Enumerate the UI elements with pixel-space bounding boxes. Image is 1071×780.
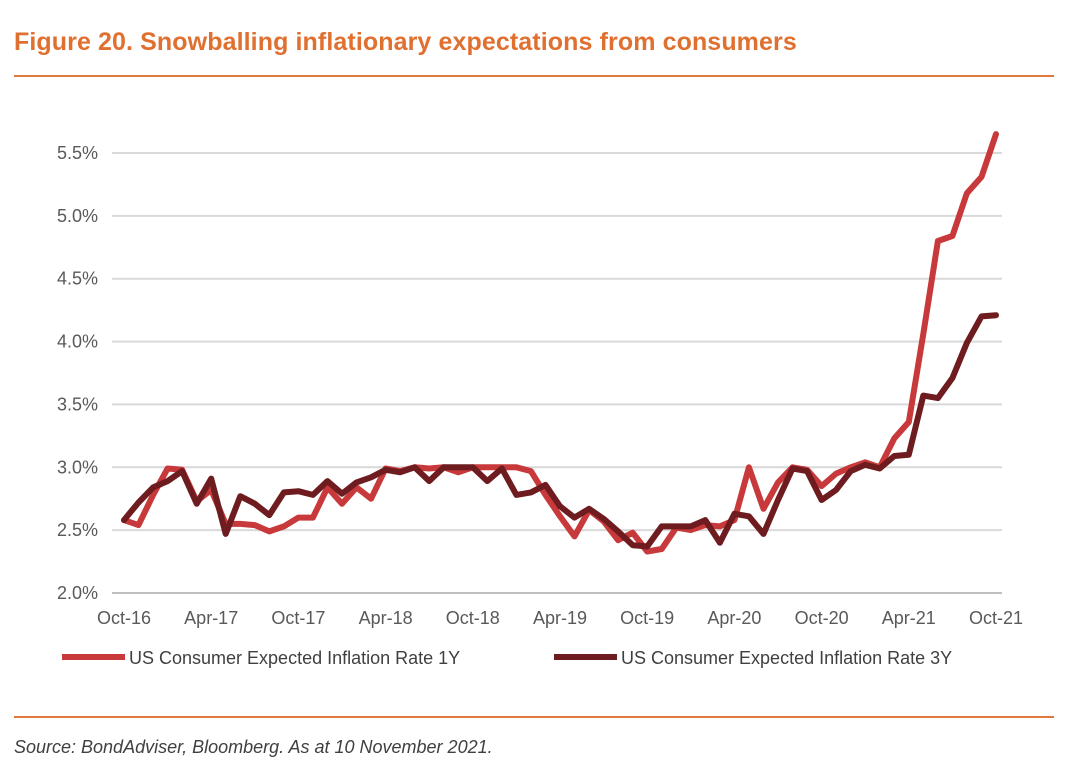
x-tick-label: Apr-17 (184, 608, 238, 628)
chart-legend: US Consumer Expected Inflation Rate 1Y US… (62, 648, 952, 668)
source-divider (14, 716, 1054, 718)
title-divider (14, 75, 1054, 77)
y-tick-label: 3.5% (57, 394, 98, 414)
y-tick-label: 4.0% (57, 332, 98, 352)
figure-title: Figure 20. Snowballing inflationary expe… (14, 28, 797, 56)
legend-label-1: US Consumer Expected Inflation Rate 1Y (129, 648, 460, 668)
y-tick-label: 5.0% (57, 206, 98, 226)
x-tick-label: Oct-18 (446, 608, 500, 628)
x-tick-label: Oct-19 (620, 608, 674, 628)
x-tick-label: Apr-18 (359, 608, 413, 628)
y-axis-tick-labels: 2.0% 2.5% 3.0% 3.5% 4.0% 4.5% 5.0% 5.5% (57, 143, 98, 603)
source-note: Source: BondAdviser, Bloomberg. As at 10… (14, 737, 493, 757)
series-line-1 (121, 131, 999, 555)
x-tick-label: Oct-20 (795, 608, 849, 628)
y-tick-label: 2.0% (57, 583, 98, 603)
series-line-2 (121, 312, 999, 550)
y-tick-label: 3.0% (57, 457, 98, 477)
x-tick-label: Apr-21 (882, 608, 936, 628)
y-tick-label: 5.5% (57, 143, 98, 163)
line-chart: 2.0% 2.5% 3.0% 3.5% 4.0% 4.5% 5.0% 5.5% Oct-16 A… (57, 131, 1023, 668)
x-tick-label: Oct-16 (97, 608, 151, 628)
y-tick-label: 2.5% (57, 520, 98, 540)
x-tick-label: Oct-21 (969, 608, 1023, 628)
x-axis-tick-labels: Oct-16 Apr-17 Oct-17 Apr-18 Oct-18 Apr-19 Oct-… (97, 608, 1023, 628)
y-tick-label: 4.5% (57, 269, 98, 289)
x-tick-label: Apr-20 (707, 608, 761, 628)
legend-label-2: US Consumer Expected Inflation Rate 3Y (621, 648, 952, 668)
chart-series-lines (121, 131, 999, 555)
x-tick-label: Apr-19 (533, 608, 587, 628)
x-tick-label: Oct-17 (271, 608, 325, 628)
